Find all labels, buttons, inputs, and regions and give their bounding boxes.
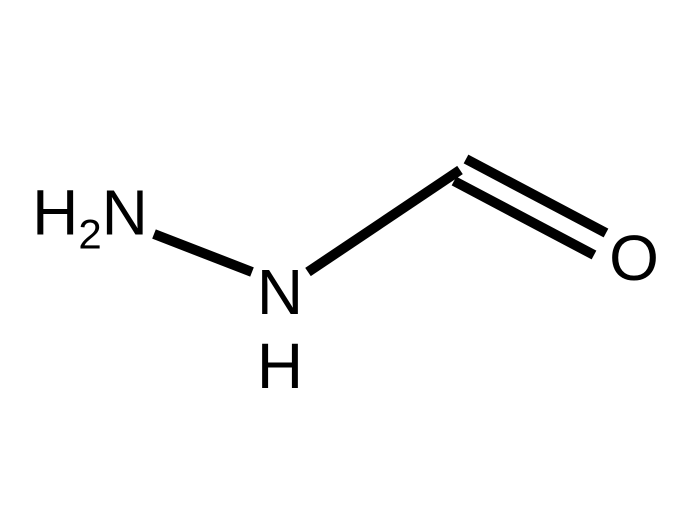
atom-o: O	[609, 226, 659, 290]
atom-nh2: H2N	[32, 181, 148, 256]
atom-nh: N	[257, 260, 303, 324]
molecule-canvas: H2N N H O	[0, 0, 696, 520]
atom-nh-hydrogen: H	[257, 334, 303, 398]
bond-layer	[0, 0, 696, 520]
